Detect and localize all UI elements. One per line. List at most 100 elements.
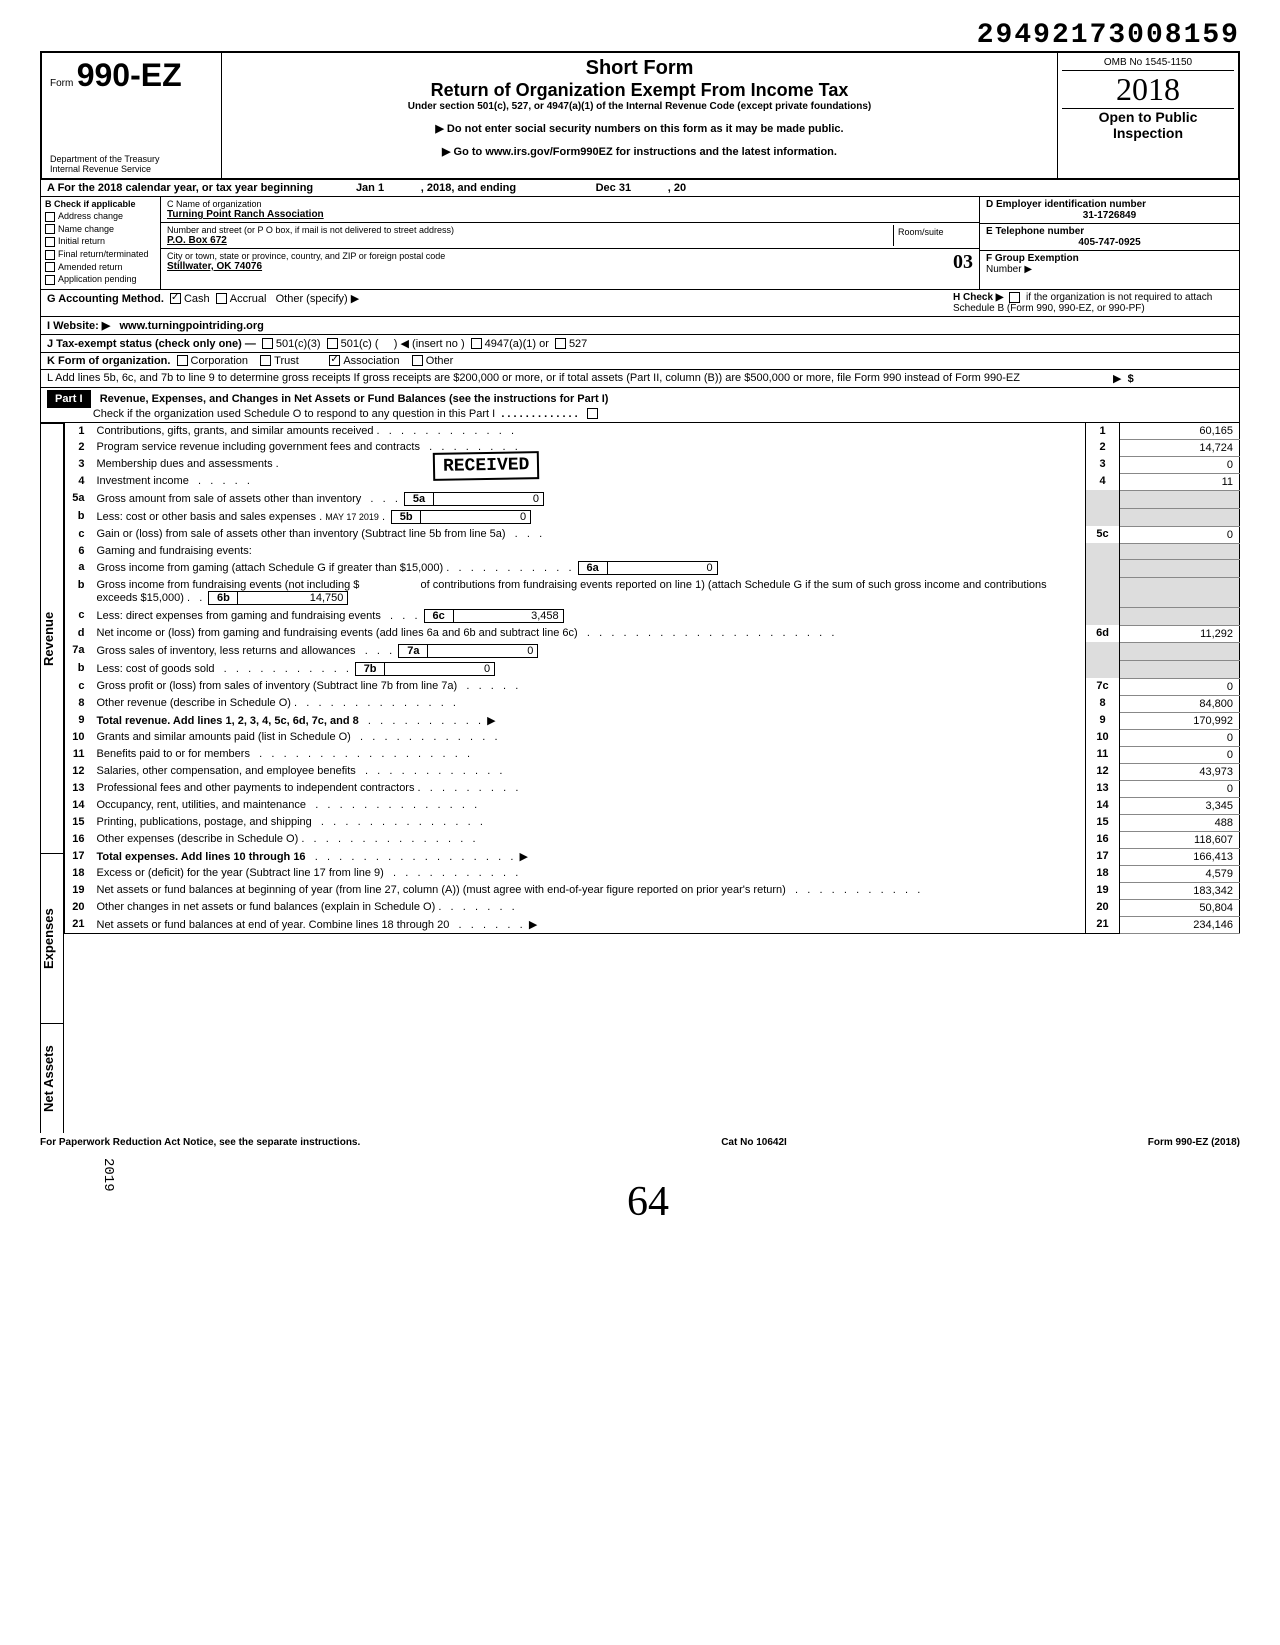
chk-app-pending[interactable]	[45, 275, 55, 285]
city-label: City or town, state or province, country…	[167, 251, 893, 261]
goto-link: ▶ Go to www.irs.gov/Form990EZ for instru…	[230, 145, 1049, 158]
lbl-final-return: Final return/terminated	[58, 249, 149, 259]
chk-assoc[interactable]	[329, 355, 340, 366]
lbl-other-org: Other	[426, 355, 454, 367]
main-grid: Revenue Expenses Net Assets 1Contributio…	[40, 423, 1240, 1133]
lbl-other-method: Other (specify) ▶	[276, 293, 360, 305]
chk-trust[interactable]	[260, 355, 271, 366]
chk-corp[interactable]	[177, 355, 188, 366]
col-b: B Check if applicable Address change Nam…	[41, 197, 161, 289]
line-12: 12Salaries, other compensation, and empl…	[65, 763, 1240, 780]
org-name: Turning Point Ranch Association	[167, 209, 973, 220]
lbl-accrual: Accrual	[230, 293, 267, 305]
line-5c: cGain or (loss) from sale of assets othe…	[65, 526, 1240, 543]
line-2: 2Program service revenue including gover…	[65, 439, 1240, 456]
row-a-mid: , 2018, and ending	[421, 182, 516, 194]
footer-left: For Paperwork Reduction Act Notice, see …	[40, 1137, 360, 1148]
row-a-prefix: A For the 2018 calendar year, or tax yea…	[47, 182, 313, 194]
dept-irs: Internal Revenue Service	[50, 164, 213, 174]
chk-scheduleb[interactable]	[1009, 292, 1020, 303]
line-17: 17Total expenses. Add lines 10 through 1…	[65, 848, 1240, 865]
lbl-4947: 4947(a)(1) or	[485, 338, 549, 350]
dept-treasury: Department of the Treasury	[50, 154, 213, 164]
e-label: E Telephone number	[986, 226, 1233, 237]
h-label: H Check ▶	[953, 292, 1003, 303]
row-l: L Add lines 5b, 6c, and 7b to line 9 to …	[40, 370, 1240, 388]
part1-title: Revenue, Expenses, and Changes in Net As…	[100, 393, 609, 405]
chk-initial-return[interactable]	[45, 237, 55, 247]
stamp-date: MAY 17 2019	[325, 512, 379, 522]
chk-501c3[interactable]	[262, 338, 273, 349]
line-13: 13Professional fees and other payments t…	[65, 780, 1240, 797]
side-date-stamp: 2019	[100, 1158, 116, 1236]
footer-cat: Cat No 10642I	[721, 1137, 787, 1148]
side-expenses: Expenses	[40, 853, 64, 1023]
line-18: 18Excess or (deficit) for the year (Subt…	[65, 865, 1240, 882]
footer: For Paperwork Reduction Act Notice, see …	[40, 1137, 1240, 1148]
addr-label: Number and street (or P O box, if mail i…	[167, 225, 893, 235]
l-dollar: $	[1128, 373, 1134, 385]
subtitle: Under section 501(c), 527, or 4947(a)(1)…	[230, 101, 1049, 112]
line-21: 21Net assets or fund balances at end of …	[65, 916, 1240, 934]
line-6d: dNet income or (loss) from gaming and fu…	[65, 625, 1240, 642]
part1-header: Part I Revenue, Expenses, and Changes in…	[40, 388, 1240, 423]
room-suite: Room/suite	[893, 225, 973, 246]
website: www.turningpointriding.org	[119, 320, 263, 332]
row-a: A For the 2018 calendar year, or tax yea…	[40, 180, 1240, 197]
chk-other-org[interactable]	[412, 355, 423, 366]
chk-name-change[interactable]	[45, 224, 55, 234]
line-16: 16Other expenses (describe in Schedule O…	[65, 831, 1240, 848]
telephone: 405-747-0925	[986, 237, 1233, 248]
chk-final-return[interactable]	[45, 250, 55, 260]
col-b-header: B Check if applicable	[45, 199, 156, 209]
line-7b: bLess: cost of goods sold . . . . . . . …	[65, 660, 1240, 678]
line-7a: 7aGross sales of inventory, less returns…	[65, 642, 1240, 660]
handwritten-03: 03	[953, 251, 973, 273]
col-cde: C Name of organization Turning Point Ran…	[161, 197, 979, 289]
row-j: J Tax-exempt status (check only one) — 5…	[40, 335, 1240, 353]
line-14: 14Occupancy, rent, utilities, and mainte…	[65, 797, 1240, 814]
inspection: Inspection	[1062, 125, 1234, 141]
side-netassets: Net Assets	[40, 1023, 64, 1133]
lbl-insert: ) ◀ (insert no )	[394, 338, 465, 350]
lbl-name-change: Name change	[58, 224, 114, 234]
g-label: G Accounting Method.	[47, 293, 164, 305]
chk-accrual[interactable]	[216, 293, 227, 304]
chk-cash[interactable]	[170, 293, 181, 304]
footer-form: Form 990-EZ (2018)	[1148, 1137, 1240, 1148]
line-6b: bGross income from fundraising events (n…	[65, 577, 1240, 607]
chk-scheduleo[interactable]	[587, 408, 598, 419]
form-number: 990-EZ	[77, 57, 182, 93]
omb-number: OMB No 1545-1150	[1062, 57, 1234, 71]
lbl-501c3: 501(c)(3)	[276, 338, 321, 350]
room-suite-label: Room/suite	[898, 227, 944, 237]
c-label: C Name of organization	[167, 199, 973, 209]
col-right: D Employer identification number 31-1726…	[979, 197, 1239, 289]
j-label: J Tax-exempt status (check only one) —	[47, 338, 256, 350]
lbl-trust: Trust	[274, 355, 299, 367]
document-number: 29492173008159	[40, 20, 1240, 51]
line-7c: cGross profit or (loss) from sales of in…	[65, 678, 1240, 695]
lbl-cash: Cash	[184, 293, 210, 305]
part1-check: Check if the organization used Schedule …	[93, 408, 495, 420]
row-i: I Website: ▶ www.turningpointriding.org	[40, 317, 1240, 335]
line-6a: aGross income from gaming (attach Schedu…	[65, 559, 1240, 577]
line-5b: bLess: cost or other basis and sales exp…	[65, 508, 1240, 526]
ssn-note: ▶ Do not enter social security numbers o…	[230, 122, 1049, 135]
chk-4947[interactable]	[471, 338, 482, 349]
line-1: 1Contributions, gifts, grants, and simil…	[65, 423, 1240, 440]
chk-501c[interactable]	[327, 338, 338, 349]
chk-address-change[interactable]	[45, 212, 55, 222]
line-9: 9Total revenue. Add lines 1, 2, 3, 4, 5c…	[65, 712, 1240, 729]
ein: 31-1726849	[986, 210, 1233, 221]
row-k: K Form of organization. Corporation Trus…	[40, 353, 1240, 370]
org-address: P.O. Box 672	[167, 235, 893, 246]
short-form-label: Short Form	[230, 57, 1049, 80]
chk-527[interactable]	[555, 338, 566, 349]
chk-amended[interactable]	[45, 262, 55, 272]
lbl-app-pending: Application pending	[58, 274, 137, 284]
form-prefix: Form	[50, 78, 73, 89]
line-11: 11Benefits paid to or for members . . . …	[65, 746, 1240, 763]
line-3: 3Membership dues and assessments . RECEI…	[65, 456, 1240, 473]
line-4: 4Investment income . . . . .411	[65, 473, 1240, 490]
